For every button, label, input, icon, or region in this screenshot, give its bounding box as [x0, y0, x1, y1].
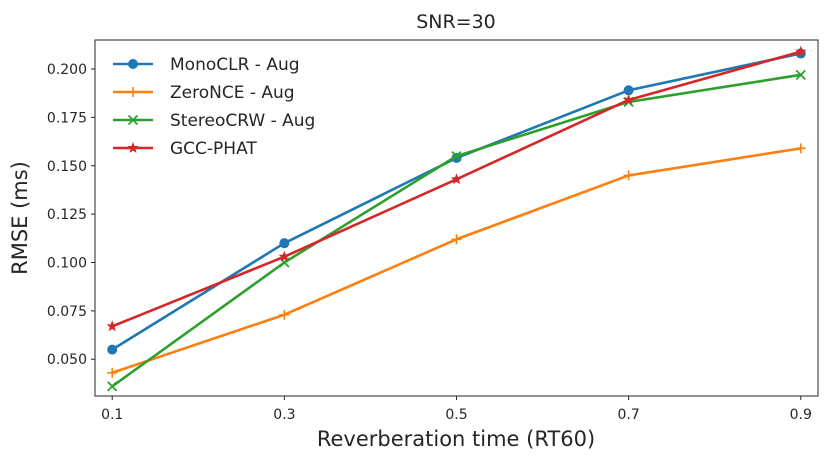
legend-label: GCC-PHAT	[170, 139, 257, 159]
data-point-stereocrw-aug	[279, 257, 290, 268]
legend-label: ZeroNCE - Aug	[170, 83, 295, 103]
legend-label: StereoCRW - Aug	[170, 111, 315, 131]
x-axis-title: Reverberation time (RT60)	[317, 427, 595, 451]
y-axis: 0.050 0.075 0.100 0.125 0.150 0.175 0.200	[47, 62, 95, 368]
y-tick-label: 0.075	[47, 304, 87, 320]
data-point-gcc-phat	[278, 250, 291, 262]
y-tick-label: 0.150	[47, 159, 87, 175]
data-point-monoclr-aug	[279, 238, 290, 249]
data-point-monoclr-aug	[623, 85, 634, 96]
data-point-zeronce-aug	[623, 170, 634, 181]
x-tick-label: 0.5	[445, 407, 467, 423]
data-point-zeronce-aug	[451, 234, 462, 245]
legend-label: MonoCLR - Aug	[170, 55, 300, 75]
x-tick-label: 0.1	[101, 407, 123, 423]
data-point-zeronce-aug	[107, 367, 118, 378]
data-point-gcc-phat	[106, 320, 118, 332]
data-point-zeronce-aug	[795, 143, 806, 154]
data-point-stereocrw-aug	[451, 150, 462, 162]
y-tick-label: 0.175	[47, 110, 87, 126]
data-point-zeronce-aug	[279, 309, 290, 320]
legend-item-gcc-phat: GCC-PHAT	[113, 139, 257, 159]
data-point-stereocrw-aug	[795, 69, 806, 80]
y-axis-title: RMSE (ms)	[8, 161, 32, 275]
legend-marker	[127, 142, 139, 153]
y-tick-label: 0.125	[47, 207, 87, 223]
data-point-gcc-phat	[450, 173, 463, 185]
legend-item-monoclr-aug: MonoCLR - Aug	[113, 55, 300, 75]
x-tick-label: 0.7	[618, 407, 640, 423]
x-tick-label: 0.9	[790, 407, 812, 423]
x-tick-label: 0.3	[273, 407, 295, 423]
series-zeronce-aug	[107, 143, 806, 378]
y-tick-label: 0.050	[47, 352, 87, 368]
legend-marker	[128, 87, 138, 97]
data-point-monoclr-aug	[107, 344, 118, 355]
data-point-gcc-phat	[622, 93, 635, 105]
data-point-stereocrw-aug	[107, 381, 118, 392]
legend-item-zeronce-aug: ZeroNCE - Aug	[113, 83, 295, 103]
legend: MonoCLR - Aug ZeroNCE - Aug StereoCRW - Au…	[113, 55, 315, 159]
series-layer	[106, 45, 807, 392]
legend-marker	[128, 59, 138, 69]
y-tick-label: 0.200	[47, 62, 87, 78]
chart-title: SNR=30	[416, 11, 496, 33]
legend-item-stereocrw-aug: StereoCRW - Aug	[113, 111, 315, 131]
series-gcc-phat	[106, 45, 807, 332]
data-point-gcc-phat	[795, 45, 807, 57]
x-axis: 0.1 0.3 0.5 0.7 0.9	[101, 396, 812, 423]
y-tick-label: 0.100	[47, 256, 87, 272]
legend-marker	[127, 114, 139, 126]
